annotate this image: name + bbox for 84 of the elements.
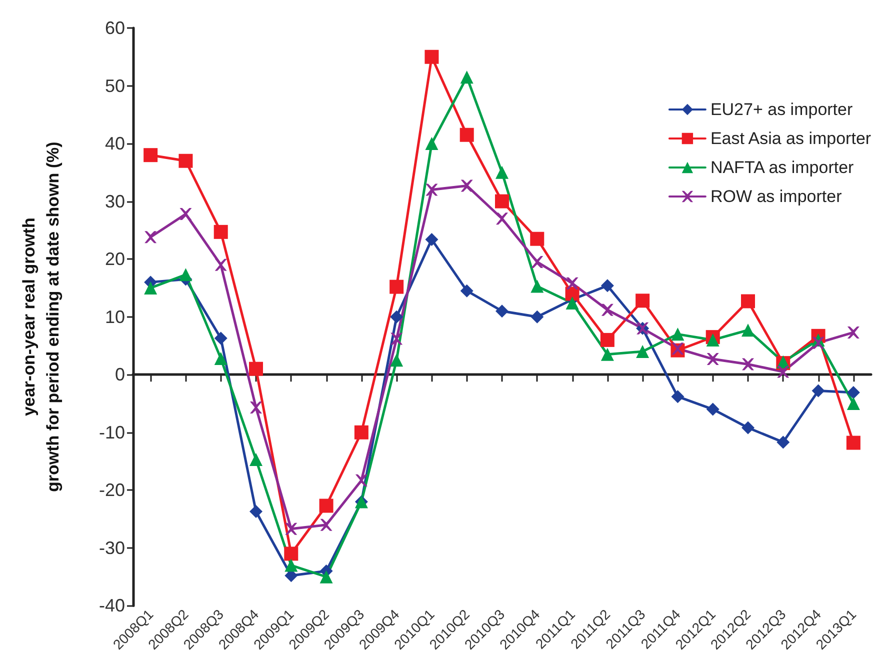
point xyxy=(742,358,754,370)
point xyxy=(214,352,228,365)
y-tick-label: 0 xyxy=(114,364,125,385)
point xyxy=(777,366,790,378)
point xyxy=(285,522,298,535)
point xyxy=(672,342,684,355)
point xyxy=(144,281,158,294)
point xyxy=(812,336,824,349)
point xyxy=(144,231,157,244)
point xyxy=(390,310,404,324)
point xyxy=(812,384,825,398)
point xyxy=(425,137,438,150)
point xyxy=(214,332,228,345)
y-tick-label: -20 xyxy=(98,480,125,500)
point xyxy=(460,128,474,142)
legend-label: NAFTA as importer xyxy=(710,158,854,177)
point xyxy=(320,518,332,531)
y-tick-label: 40 xyxy=(104,134,125,154)
point xyxy=(636,294,650,308)
y-tick-label: -40 xyxy=(98,596,125,616)
y-tick-label: 60 xyxy=(104,18,125,38)
point xyxy=(214,224,228,239)
point xyxy=(530,232,544,246)
point xyxy=(320,570,333,584)
point xyxy=(671,328,684,341)
point xyxy=(496,212,508,225)
point xyxy=(319,498,334,513)
y-tick-label: -30 xyxy=(98,538,125,558)
point xyxy=(846,397,860,410)
point xyxy=(460,284,474,298)
point xyxy=(354,425,368,440)
point xyxy=(706,333,720,346)
point xyxy=(460,180,473,192)
point xyxy=(601,304,614,316)
point xyxy=(776,436,790,449)
y-tick-label: 10 xyxy=(104,306,125,327)
point xyxy=(846,386,860,400)
point xyxy=(530,310,544,324)
point xyxy=(426,184,438,196)
point xyxy=(425,232,438,246)
point xyxy=(390,332,403,345)
point xyxy=(249,362,263,376)
point xyxy=(180,208,192,220)
y-tick-label: 50 xyxy=(104,76,125,96)
point xyxy=(495,194,509,208)
point xyxy=(214,258,227,271)
point xyxy=(250,453,262,466)
y-tick-label: -10 xyxy=(98,422,125,442)
point xyxy=(742,324,754,337)
point xyxy=(636,345,650,358)
point xyxy=(600,279,614,292)
point xyxy=(706,402,720,416)
point xyxy=(390,280,404,294)
point xyxy=(600,332,614,347)
point xyxy=(566,296,579,310)
legend-label: East Asia as importer xyxy=(710,129,872,148)
y-axis-title: year-on-year real growth growth for period ending at date shown (%) xyxy=(20,142,62,492)
point xyxy=(846,436,860,450)
point xyxy=(530,280,544,293)
point xyxy=(496,304,508,318)
point xyxy=(144,148,158,162)
point xyxy=(566,277,578,290)
point xyxy=(742,421,754,434)
point xyxy=(355,474,368,486)
y-tick-label: 30 xyxy=(104,191,125,212)
point xyxy=(671,390,684,404)
legend-label: ROW as importer xyxy=(710,187,842,206)
point xyxy=(847,326,860,338)
point xyxy=(531,256,544,268)
legend-label: EU27+ as importer xyxy=(710,100,853,119)
point xyxy=(706,353,719,366)
point xyxy=(600,348,614,361)
point xyxy=(496,166,508,179)
point xyxy=(284,558,298,572)
point xyxy=(250,505,262,518)
point xyxy=(284,546,298,561)
point xyxy=(178,154,193,168)
point xyxy=(390,354,404,367)
point xyxy=(179,268,192,282)
point xyxy=(250,402,262,414)
point xyxy=(741,294,755,308)
point xyxy=(460,70,474,84)
point xyxy=(424,50,439,64)
y-tick-label: 20 xyxy=(104,249,125,270)
